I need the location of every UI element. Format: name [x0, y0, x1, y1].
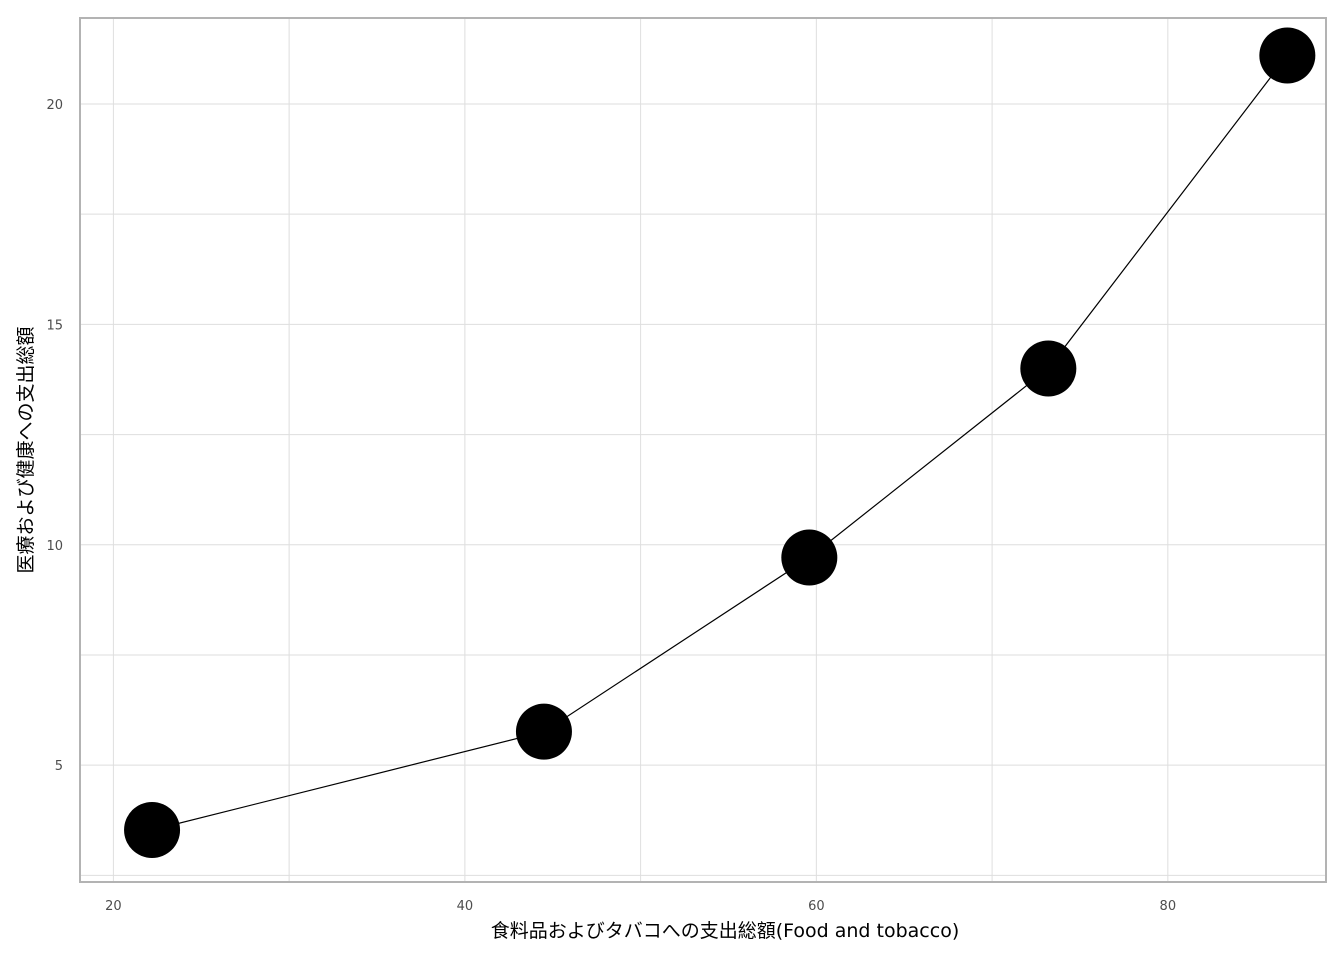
y-tick-label: 15: [46, 318, 63, 333]
y-tick-label: 5: [55, 759, 63, 774]
y-axis-ticks: 5 10 15 20: [46, 98, 63, 774]
y-tick-label: 20: [46, 98, 63, 113]
series-layer: [124, 27, 1316, 858]
x-tick-label: 60: [808, 899, 825, 914]
y-axis-title: 医療および健康への支出総額: [15, 326, 37, 573]
data-point: [1259, 27, 1316, 84]
data-point: [124, 801, 181, 858]
grid: [80, 18, 1326, 882]
x-axis-title: 食料品およびタバコへの支出総額(Food and tobacco): [491, 920, 960, 942]
data-point: [515, 703, 572, 760]
y-tick-label: 10: [46, 539, 63, 554]
data-point: [1020, 340, 1077, 397]
x-tick-label: 80: [1160, 899, 1177, 914]
x-tick-label: 40: [457, 899, 474, 914]
x-axis-ticks: 20 40 60 80: [105, 899, 1176, 914]
data-point: [781, 529, 838, 586]
panel-border: [79, 17, 1327, 883]
x-tick-label: 20: [105, 899, 122, 914]
